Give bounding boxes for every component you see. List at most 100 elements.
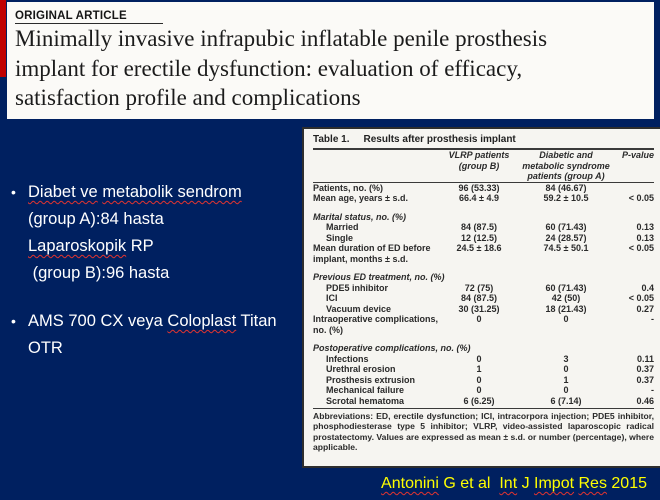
bullet-list: • Diabet ve metabolik sendrom (group A):84…	[8, 179, 300, 362]
table-row: Married 84 (87.5) 60 (71.43) 0.13	[313, 222, 654, 233]
row-label: Infections	[326, 353, 369, 364]
bullet-line: Diabet ve metabolik sendrom	[28, 179, 300, 206]
table-row: Vacuum device 30 (31.25) 18 (21.43) 0.27	[313, 304, 654, 315]
misspelled-word: Int	[499, 475, 518, 492]
column-header-group-a: Diabetic and metabolic syndrome patients…	[522, 150, 610, 181]
value-group-a: 84 (46.67)	[545, 182, 587, 193]
value-p: 0.11	[636, 353, 654, 364]
row-label: Mechanical failure	[326, 385, 405, 395]
table-section-row: Postoperative complications, no. (%)	[313, 343, 654, 354]
value-group-a: 0	[563, 314, 569, 324]
misspelled-word: Coloplast	[167, 312, 237, 330]
value-group-b: 72 (75)	[464, 282, 494, 293]
text-segment: G et al	[438, 475, 500, 492]
value-p: -	[651, 385, 654, 395]
spacer-cell	[313, 335, 654, 343]
value-group-b: 84 (87.5)	[460, 222, 498, 232]
text-segment: AMS 700 CX veya	[28, 312, 168, 330]
column-header-group-b: VLRP patients (group B)	[448, 150, 510, 171]
misspelled-word: Impot	[534, 475, 575, 492]
value-group-a: 18 (21.43)	[545, 303, 587, 314]
value-group-a: 74.5 ± 50.1	[543, 243, 589, 253]
value-group-b: 30 (31.25)	[458, 303, 500, 314]
row-label: ICI	[326, 293, 338, 303]
bullet-item: • AMS 700 CX veya Coloplast Titan OTR	[8, 308, 300, 362]
value-p: 0.46	[636, 395, 654, 406]
article-title-line: Minimally invasive infrapubic inflatable…	[15, 26, 548, 51]
row-label: Prosthesis extrusion	[326, 374, 416, 385]
article-title-line: implant for erectile dysfunction: evalua…	[15, 55, 523, 81]
bullet-text: AMS 700 CX veya Coloplast Titan OTR	[28, 308, 300, 362]
table-row: Prosthesis extrusion 0 1 0.37	[313, 375, 654, 386]
table-caption-label: Table 1.	[313, 134, 350, 145]
bullet-line: AMS 700 CX veya Coloplast Titan	[28, 308, 300, 335]
table-spacer-row	[313, 204, 654, 212]
table-footnote: Abbreviations: ED, erectile dysfunction;…	[313, 411, 654, 453]
bullet-line: (group B):96 hasta	[28, 260, 300, 287]
value-p: 0.13	[636, 222, 654, 232]
bullet-line: (group A):84 hasta	[28, 206, 300, 233]
table-body: Patients, no. (%) 96 (53.33) 84 (46.67) Mea…	[313, 182, 654, 406]
misspelled-word: Diabet ve	[28, 183, 98, 201]
value-group-a: 3	[563, 353, 569, 364]
value-p: 0.37	[636, 374, 654, 385]
value-p: 0.4	[641, 282, 654, 293]
bullet-marker: •	[11, 184, 16, 200]
row-label: Single	[326, 232, 354, 243]
spacer-cell	[313, 204, 654, 212]
value-group-a: 1	[563, 374, 569, 385]
table-rule-bottom	[313, 408, 654, 409]
text-segment: 2015	[606, 475, 647, 492]
bullet-text: Diabet ve metabolik sendrom (group A):84 …	[28, 179, 300, 287]
row-label: Patients, no. (%)	[313, 182, 384, 193]
table-spacer-row	[313, 335, 654, 343]
spacer-cell	[313, 264, 654, 272]
value-group-b: 96 (53.33)	[458, 182, 500, 193]
value-p	[615, 182, 654, 193]
value-p: 0.13	[636, 232, 654, 243]
misspelled-word: Laparoskopik	[28, 237, 127, 255]
table-row: Urethral erosion 1 0 0.37	[313, 364, 654, 375]
value-group-b: 0	[476, 385, 482, 395]
value-group-b: 66.4 ± 4.9	[459, 193, 499, 203]
value-group-b: 0	[476, 374, 482, 385]
value-group-b: 12 (12.5)	[460, 232, 498, 243]
text-segment: OTR	[28, 339, 63, 357]
value-group-a: 42 (50)	[551, 293, 581, 303]
value-p: < 0.05	[628, 243, 654, 253]
row-label: Urethral erosion	[326, 364, 396, 374]
table-spacer-row	[313, 264, 654, 272]
table-row: Scrotal hematoma 6 (6.25) 6 (7.14) 0.46	[313, 396, 654, 407]
text-segment: (group A):84 hasta	[28, 210, 164, 228]
row-label: PDE5 inhibitor	[326, 282, 389, 293]
table-row: Mean age, years ± s.d. 66.4 ± 4.9 59.2 ± 1…	[313, 193, 654, 204]
table-row: Mean duration of ED before implant, mont…	[313, 243, 654, 264]
value-p: 0.27	[636, 303, 654, 314]
table-row: Patients, no. (%) 96 (53.33) 84 (46.67)	[313, 182, 654, 193]
row-label: Vacuum device	[326, 303, 392, 314]
table-row: Intraoperative complications, no. (%) 0 0 -	[313, 314, 654, 335]
table-row: Infections 0 3 0.11	[313, 354, 654, 365]
column-header-empty	[313, 150, 441, 182]
value-p: 0.37	[636, 364, 654, 374]
article-kicker: ORIGINAL ARTICLE	[15, 10, 163, 24]
table-header-row: VLRP patients (group B) Diabetic and met…	[313, 150, 654, 182]
column-header-pvalue: P-value	[621, 150, 654, 160]
value-group-b: 6 (6.25)	[463, 395, 495, 406]
text-segment: (group B):96 hasta	[28, 264, 170, 282]
bullet-line: Laparoskopik RP	[28, 233, 300, 260]
row-label: Scrotal hematoma	[326, 395, 405, 406]
text-segment: RP	[126, 237, 154, 255]
value-group-b: 24.5 ± 18.6	[456, 243, 502, 253]
text-segment: J	[517, 475, 535, 492]
value-group-a: 60 (71.43)	[545, 282, 587, 293]
value-group-a: 24 (28.57)	[545, 232, 587, 243]
table-rule-top	[313, 148, 654, 150]
value-group-a: 59.2 ± 10.5	[543, 193, 589, 203]
value-p: < 0.05	[628, 293, 654, 303]
bullet-marker: •	[11, 313, 16, 329]
table-section-row: Marital status, no. (%)	[313, 212, 654, 223]
table-row: PDE5 inhibitor 72 (75) 60 (71.43) 0.4	[313, 283, 654, 294]
table-row: Mechanical failure 0 0 -	[313, 385, 654, 396]
